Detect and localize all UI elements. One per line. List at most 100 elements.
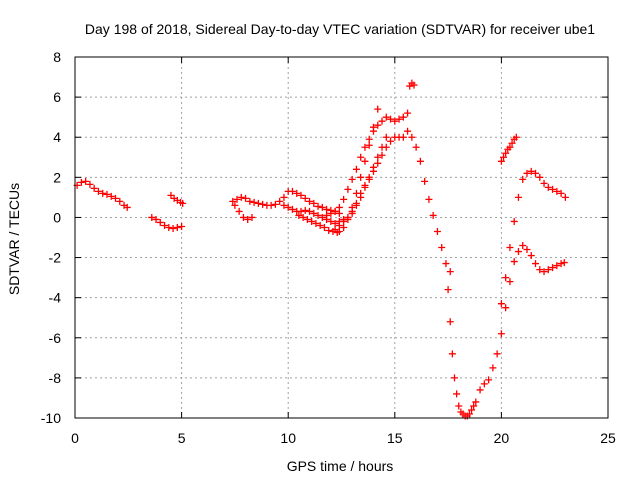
series-arc-8: [323, 109, 412, 219]
data-point: [374, 153, 382, 161]
data-point: [244, 215, 252, 223]
data-point: [497, 157, 505, 165]
data-point: [107, 192, 115, 200]
x-tick-label: 10: [280, 430, 296, 446]
data-point: [250, 198, 258, 206]
data-point: [408, 133, 416, 141]
data-point: [536, 266, 544, 274]
data-point: [361, 181, 369, 189]
data-point: [301, 206, 309, 214]
plot-frame: [74, 56, 609, 419]
data-point: [514, 193, 522, 201]
data-point: [331, 225, 339, 233]
data-point: [233, 195, 241, 203]
data-point: [425, 195, 433, 203]
data-point: [540, 268, 548, 276]
data-point: [357, 189, 365, 197]
data-point: [557, 189, 565, 197]
series-arc-13: [404, 127, 454, 276]
data-point: [512, 133, 520, 141]
data-point: [544, 266, 552, 274]
series-arc-15: [497, 167, 569, 308]
data-point: [429, 211, 437, 219]
data-point: [444, 286, 452, 294]
data-point: [506, 143, 514, 151]
y-tick-label: 6: [53, 89, 61, 105]
data-point: [549, 185, 557, 193]
data-point: [297, 191, 305, 199]
data-point: [404, 127, 412, 135]
data-point: [94, 187, 102, 195]
data-point: [267, 201, 275, 209]
data-point: [453, 390, 461, 398]
data-point: [519, 175, 527, 183]
data-point: [178, 222, 186, 230]
data-point: [497, 330, 505, 338]
data-point: [229, 197, 237, 205]
data-point: [510, 258, 518, 266]
y-tick-label: 8: [53, 49, 61, 65]
data-point: [357, 153, 365, 161]
data-point: [502, 274, 510, 282]
data-point: [510, 217, 518, 225]
data-point: [382, 133, 390, 141]
data-point: [476, 386, 484, 394]
x-tick-label: 0: [71, 430, 79, 446]
data-point: [374, 105, 382, 113]
data-point: [497, 300, 505, 308]
data-point: [344, 185, 352, 193]
data-point: [506, 278, 514, 286]
y-tick-label: -10: [41, 410, 61, 426]
data-point: [301, 194, 309, 202]
data-point: [297, 207, 305, 215]
data-point: [374, 159, 382, 167]
data-point: [156, 218, 164, 226]
data-point: [314, 211, 322, 219]
data-point: [365, 135, 373, 143]
data-point: [493, 350, 501, 358]
data-point: [112, 194, 120, 202]
data-point: [508, 139, 516, 147]
data-point: [310, 209, 318, 217]
data-point: [438, 244, 446, 252]
data-point: [532, 260, 540, 268]
data-point: [421, 177, 429, 185]
series-arc-3: [167, 191, 187, 207]
data-point: [90, 184, 98, 192]
data-point: [116, 197, 124, 205]
data-point: [259, 200, 267, 208]
data-point: [553, 187, 561, 195]
data-point: [284, 203, 292, 211]
data-point: [271, 200, 279, 208]
data-point: [246, 197, 254, 205]
data-point: [433, 227, 441, 235]
data-point: [387, 115, 395, 123]
data-point: [173, 223, 181, 231]
y-tick-label: -4: [49, 290, 62, 306]
data-point: [316, 221, 324, 229]
y-tick-label: 2: [53, 169, 61, 185]
data-point: [416, 157, 424, 165]
data-point: [448, 350, 456, 358]
data-point: [323, 211, 331, 219]
data-point: [527, 167, 535, 175]
data-point: [455, 402, 463, 410]
data-point: [308, 217, 316, 225]
data-point: [446, 318, 454, 326]
data-point: [276, 197, 284, 205]
data-point: [103, 190, 111, 198]
data-point: [169, 224, 177, 232]
data-point: [523, 169, 531, 177]
data-point: [374, 121, 382, 129]
data-point: [318, 203, 326, 211]
data-point: [412, 143, 420, 151]
data-point: [470, 402, 478, 410]
data-point: [248, 213, 256, 221]
data-point: [395, 115, 403, 123]
y-tick-label: 0: [53, 209, 61, 225]
data-point: [314, 202, 322, 210]
data-point: [532, 169, 540, 177]
data-point: [318, 213, 326, 221]
data-point: [502, 304, 510, 312]
data-point: [179, 199, 187, 207]
